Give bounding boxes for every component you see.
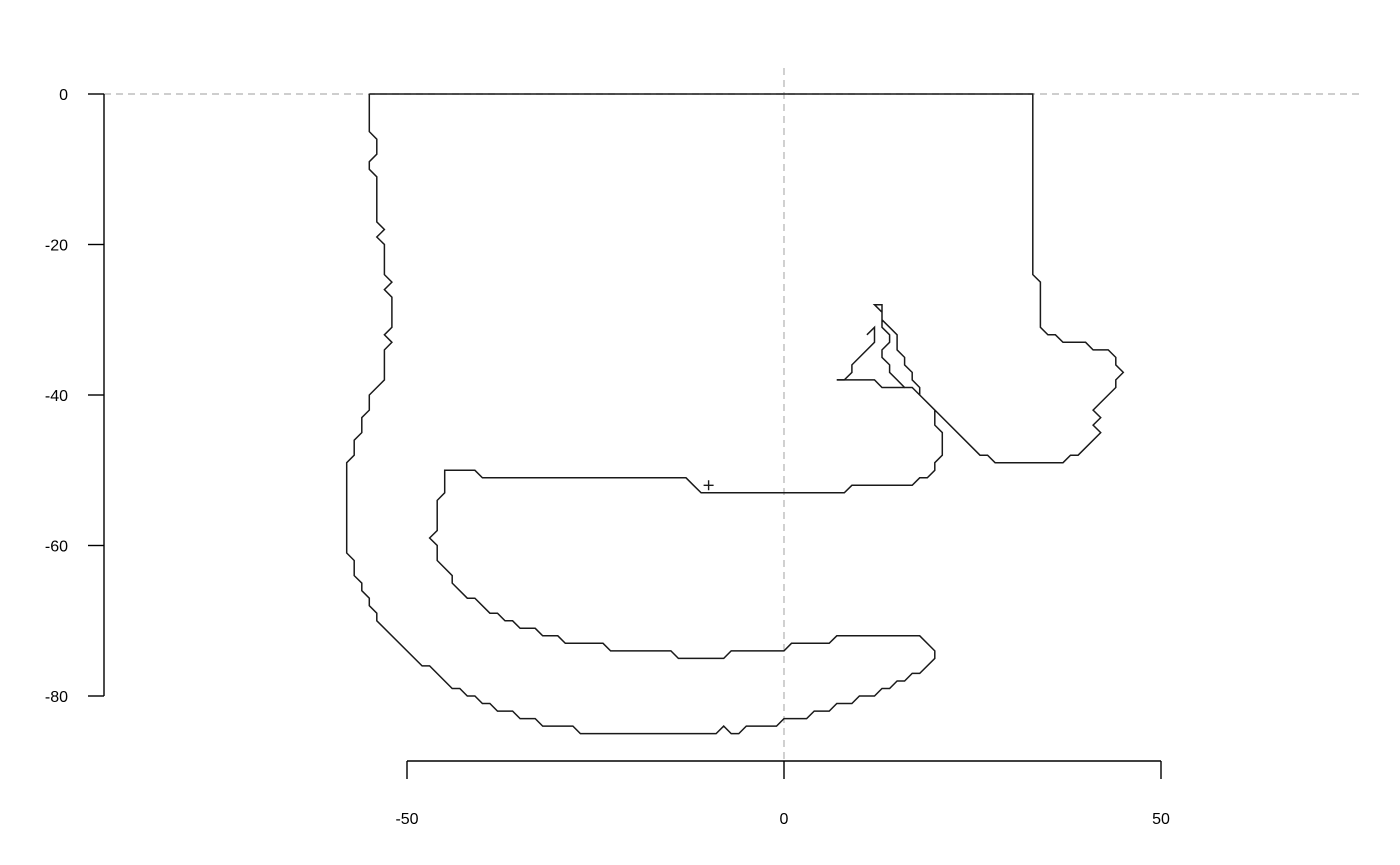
y-tick-label: -80 bbox=[45, 689, 68, 706]
x-tick-label: 50 bbox=[1152, 811, 1170, 828]
outline-series-1 bbox=[345, 93, 1125, 735]
outline-series-3 bbox=[836, 325, 876, 381]
outline-series-2 bbox=[836, 379, 905, 389]
plus-marker bbox=[703, 480, 714, 491]
y-tick-label: -40 bbox=[45, 388, 68, 405]
x-tick-label: 0 bbox=[780, 811, 789, 828]
y-tick-label: -60 bbox=[45, 539, 68, 556]
y-tick-label: 0 bbox=[59, 87, 68, 104]
y-tick-label: -20 bbox=[45, 238, 68, 255]
x-tick-label: -50 bbox=[395, 811, 418, 828]
